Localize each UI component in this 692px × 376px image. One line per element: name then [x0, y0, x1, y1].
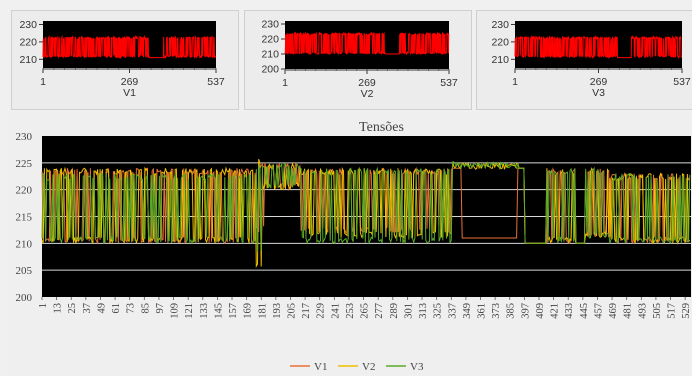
x-tick-label: 1 — [38, 303, 49, 308]
y-tick-label: 220 — [261, 34, 279, 46]
y-tick-label: 210 — [19, 54, 37, 66]
x-tick-label: 205 — [286, 303, 297, 319]
x-tick-label: 217 — [301, 303, 312, 319]
x-tick-label: 385 — [506, 303, 517, 319]
x-tick-label: 265 — [360, 303, 371, 319]
y-tick-label: 210 — [16, 238, 33, 250]
x-tick-label: 289 — [389, 303, 400, 319]
legend-label: V3 — [410, 361, 424, 373]
x-tick-label: 269 — [121, 76, 139, 88]
y-tick-label: 230 — [491, 19, 509, 31]
x-tick-label: 481 — [623, 303, 634, 319]
y-tick-label: 220 — [16, 185, 33, 197]
x-tick-label: 241 — [330, 303, 341, 319]
x-tick-label: 25 — [67, 303, 78, 314]
y-tick-label: 230 — [261, 19, 279, 31]
x-tick-label: 1 — [282, 77, 288, 89]
x-tick-label: 145 — [213, 303, 224, 319]
x-tick-label: 253 — [345, 303, 356, 319]
x-tick-label: 169 — [243, 303, 254, 319]
x-tick-label: 537 — [207, 76, 225, 88]
x-tick-label: 409 — [535, 303, 546, 319]
x-tick-label: 61 — [111, 303, 122, 314]
x-tick-label: 493 — [637, 303, 648, 319]
small-series-line — [284, 31, 450, 56]
x-tick-label: 49 — [96, 303, 107, 314]
main-chart: Tensões 200 205 210 215 220 225 230 1 13 25 37 49 61 7… — [16, 120, 692, 373]
x-tick-label: 133 — [199, 303, 210, 319]
x-tick-label: 73 — [126, 303, 137, 314]
x-tick-label: 469 — [608, 303, 619, 319]
y-tick-label: 220 — [491, 36, 509, 48]
x-tick-label: 37 — [82, 303, 93, 314]
x-tick-label: 349 — [462, 303, 473, 319]
x-tick-label: 193 — [272, 303, 283, 319]
series-line-v3 — [41, 161, 691, 253]
x-tick-label: 97 — [155, 303, 166, 314]
x-tick-label: 301 — [403, 303, 414, 319]
x-tick-label: 361 — [477, 303, 488, 319]
y-tick-label: 205 — [16, 265, 33, 277]
x-tick-label: 445 — [579, 303, 590, 319]
x-axis-label: V3 — [592, 87, 605, 99]
x-tick-label: 457 — [593, 303, 604, 319]
x-tick-label: 313 — [418, 303, 429, 319]
y-tick-label: 220 — [19, 36, 37, 48]
x-tick-label: 397 — [520, 303, 531, 319]
x-tick-label: 121 — [184, 303, 195, 319]
y-tick-label: 230 — [16, 131, 33, 143]
x-tick-label: 85 — [140, 303, 151, 314]
x-tick-label: 517 — [667, 303, 678, 319]
legend-label: V1 — [314, 361, 327, 373]
x-tick-label: 109 — [170, 303, 181, 319]
y-tick-label: 210 — [491, 54, 509, 66]
small-series-line — [42, 34, 217, 60]
x-tick-label: 505 — [652, 303, 663, 319]
x-tick-label: 421 — [550, 303, 561, 319]
x-tick-label: 269 — [590, 76, 608, 88]
y-tick-label: 225 — [16, 158, 33, 170]
chart-title: Tensões — [359, 120, 404, 135]
x-tick-label: 537 — [440, 77, 458, 89]
x-tick-label: 157 — [228, 303, 239, 319]
x-tick-label: 337 — [447, 303, 458, 319]
x-tick-label: 229 — [316, 303, 327, 319]
x-tick-label: 181 — [257, 303, 268, 319]
legend-label: V2 — [362, 361, 375, 373]
x-tick-label: 269 — [358, 77, 376, 89]
x-tick-label: 1 — [512, 76, 518, 88]
x-tick-label: 13 — [53, 303, 64, 314]
y-tick-label: 200 — [16, 292, 33, 304]
x-tick-label: 277 — [374, 303, 385, 319]
y-tick-label: 210 — [261, 49, 279, 61]
x-tick-label: 373 — [491, 303, 502, 319]
x-tick-label: 529 — [681, 303, 692, 319]
x-tick-label: 537 — [673, 76, 691, 88]
x-axis-label: V1 — [123, 87, 136, 99]
y-tick-label: 215 — [16, 212, 33, 224]
y-tick-label: 200 — [261, 64, 279, 76]
y-tick-label: 230 — [19, 19, 37, 31]
x-axis-label: V2 — [361, 88, 374, 100]
x-tick-label: 433 — [564, 303, 575, 319]
x-tick-label: 1 — [40, 76, 46, 88]
x-tick-label: 325 — [433, 303, 444, 319]
small-series-line — [514, 34, 682, 60]
